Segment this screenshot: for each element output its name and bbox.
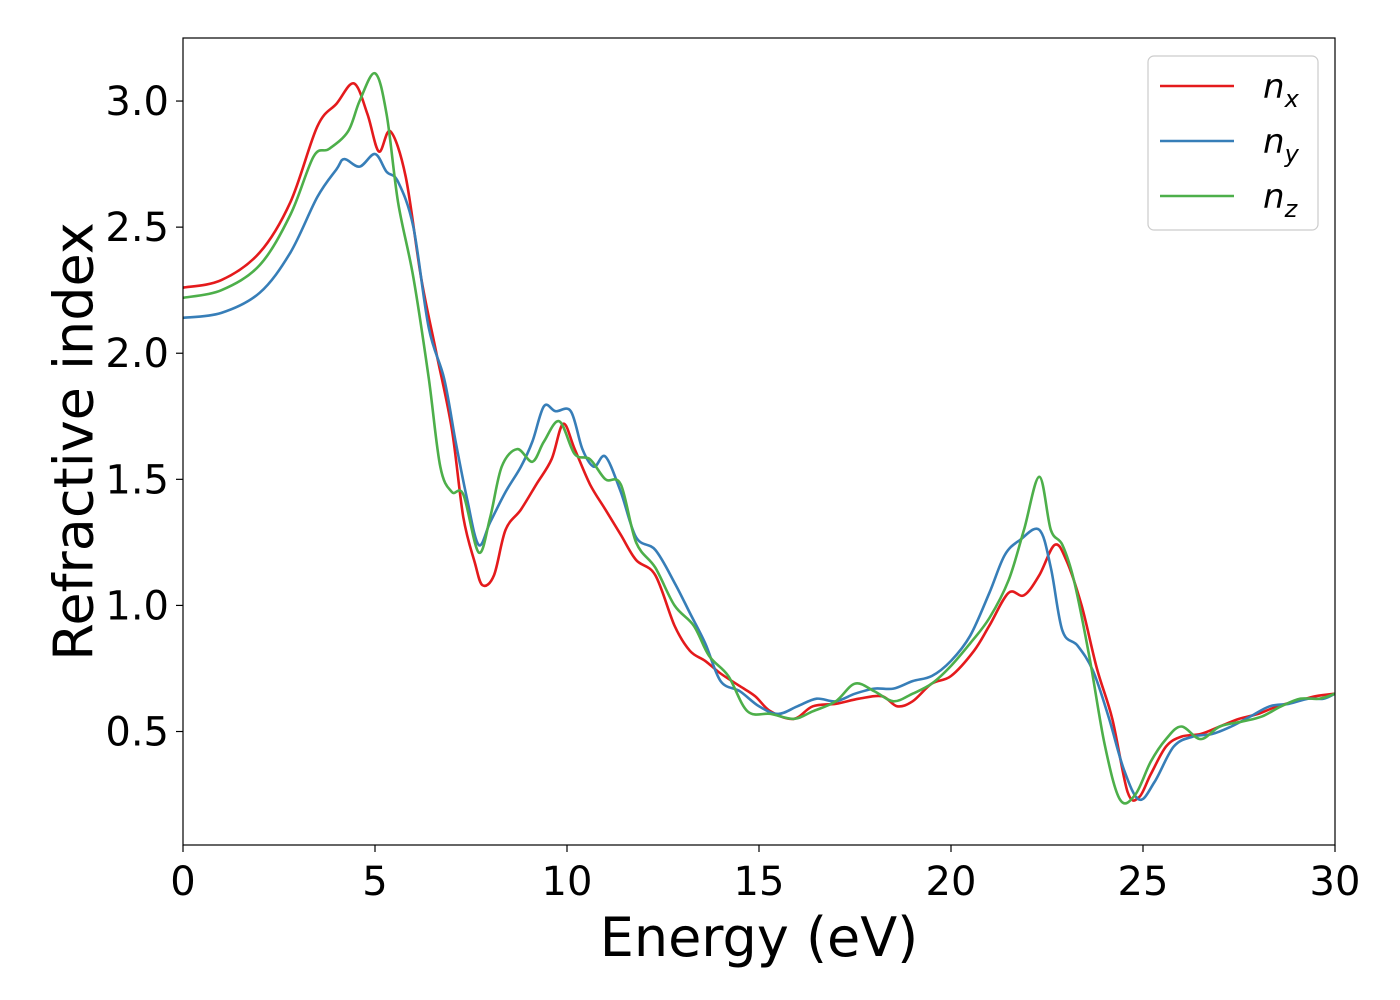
- legend-label-subscript: x: [1284, 85, 1300, 113]
- x-tick-label: 30: [1310, 859, 1361, 905]
- legend-label-subscript: y: [1284, 140, 1300, 168]
- x-tick-label: 10: [542, 859, 593, 905]
- y-tick-label: 3.0: [105, 79, 169, 125]
- legend-label-subscript: z: [1284, 195, 1299, 223]
- x-tick-label: 15: [734, 859, 785, 905]
- legend-label-base: n: [1263, 122, 1285, 162]
- legend-label-ny: ny: [1263, 122, 1300, 168]
- series-layer: [182, 72, 1336, 805]
- legend-label-base: n: [1263, 177, 1285, 217]
- x-tick-label: 20: [926, 859, 977, 905]
- legend-label-nz: nz: [1263, 177, 1299, 223]
- x-tick-label: 5: [362, 859, 387, 905]
- y-tick-label: 0.5: [105, 710, 169, 756]
- y-tick-label: 2.5: [105, 205, 169, 251]
- x-axis-label: Energy (eV): [600, 906, 919, 969]
- y-axis-ticks: 0.5 1.0 1.5 2.0 2.5 3.0: [105, 79, 183, 756]
- legend-label-nx: nx: [1263, 67, 1300, 113]
- legend-label-base: n: [1263, 67, 1285, 107]
- series-line-nz: [182, 72, 1336, 805]
- y-tick-label: 1.5: [105, 457, 169, 503]
- legend-box: [1147, 55, 1319, 231]
- x-tick-label: 25: [1118, 859, 1169, 905]
- x-tick-label: 0: [170, 859, 195, 905]
- series-line-ny: [182, 152, 1336, 802]
- y-axis-label: Refractive index: [43, 222, 106, 661]
- x-axis-ticks: 0 5 10 15 20 25 30: [170, 845, 1360, 905]
- y-tick-label: 1.0: [105, 583, 169, 629]
- y-tick-label: 2.0: [105, 331, 169, 377]
